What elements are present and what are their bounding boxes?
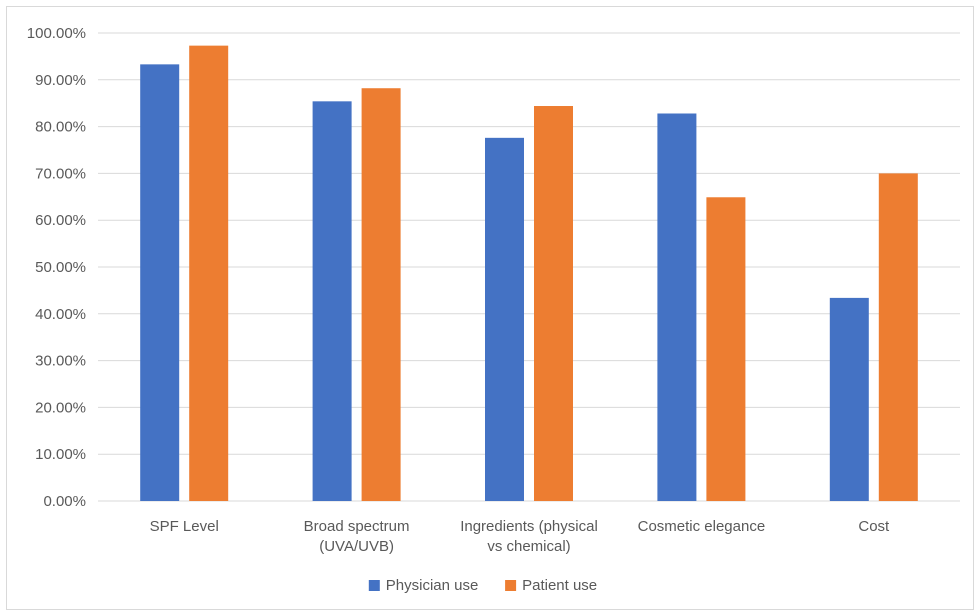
bar-patient-use [878,173,918,501]
y-tick-label: 0.00% [43,493,86,510]
legend-swatch [505,580,517,591]
x-category-label: Broad spectrum (UVA/UVB) [304,518,410,555]
y-tick-label: 60.00% [35,212,86,229]
x-category-label-line: Cosmetic elegance [638,518,766,535]
y-tick-label: 30.00% [35,353,86,370]
bar-physician-use [312,101,352,501]
x-category-label-line: Cost [858,518,890,535]
y-tick-label: 100.00% [27,25,86,42]
y-tick-label: 20.00% [35,399,86,416]
x-category-label: Cost [858,518,890,535]
x-category-label-line: SPF Level [150,518,219,535]
legend-label: Patient use [522,577,597,594]
y-tick-label: 10.00% [35,446,86,463]
bar-patient-use [189,45,229,502]
bar-physician-use [140,64,180,501]
bar-patient-use [706,197,746,501]
x-category-label-line: (UVA/UVB) [319,538,394,555]
bar-physician-use [485,137,524,501]
x-category-label: SPF Level [150,518,219,535]
x-category-label-line: vs chemical) [487,538,570,555]
y-tick-label: 80.00% [35,119,86,136]
y-tick-label: 70.00% [35,165,86,182]
legend-label: Physician use [386,577,479,594]
bar-physician-use [829,297,869,501]
legend-swatch [368,580,380,591]
y-tick-label: 40.00% [35,306,86,323]
x-category-label-line: Broad spectrum [304,518,410,535]
bar-physician-use [657,113,697,501]
x-category-label-line: Ingredients (physical [460,518,598,535]
y-tick-label: 50.00% [35,259,86,276]
x-category-label: Cosmetic elegance [638,518,766,535]
bar-patient-use [361,88,401,501]
x-category-label: Ingredients (physical vs chemical) [460,518,598,555]
bar-patient-use [534,106,573,502]
y-tick-label: 90.00% [35,72,86,89]
